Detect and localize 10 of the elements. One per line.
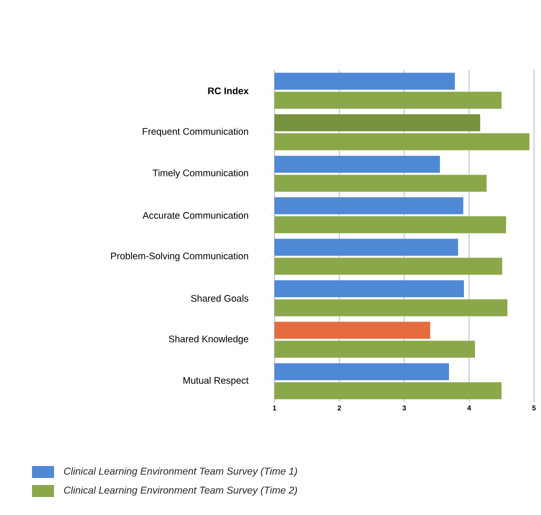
- y-tick-label: Shared Knowledge: [168, 335, 248, 344]
- y-tick-label: RC Index: [208, 87, 249, 94]
- y-tick-label: Accurate Communication: [142, 212, 248, 219]
- y-tick-label: Frequent Communication: [142, 128, 248, 137]
- y-tick-label: Shared Goals: [191, 294, 248, 302]
- y-tick-label: Timely Communication: [152, 169, 248, 178]
- legend-label: Clinical Learning Environment Team Survey (Time 1): [64, 467, 297, 477]
- y-tick-label: Mutual Respect: [183, 376, 249, 386]
- y-tick-label: Problem-Solving Communication: [111, 252, 248, 262]
- legend-label: Clinical Learning Environment Team Survey (Time 2): [64, 486, 297, 496]
